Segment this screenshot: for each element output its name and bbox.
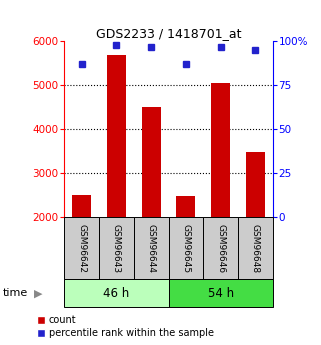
Text: GSM96646: GSM96646: [216, 224, 225, 273]
Text: GSM96648: GSM96648: [251, 224, 260, 273]
Bar: [176, 196, 195, 217]
Legend: count, percentile rank within the sample: count, percentile rank within the sample: [37, 315, 214, 338]
Bar: [142, 107, 161, 217]
Text: GSM96643: GSM96643: [112, 224, 121, 273]
Text: GSM96642: GSM96642: [77, 224, 86, 273]
Text: ▶: ▶: [34, 288, 43, 298]
Text: 46 h: 46 h: [103, 287, 129, 300]
Bar: [64, 279, 169, 307]
Text: time: time: [3, 288, 29, 298]
Bar: [99, 217, 134, 279]
Bar: [238, 217, 273, 279]
Bar: [246, 152, 265, 217]
Bar: [211, 83, 230, 217]
Text: GSM96645: GSM96645: [181, 224, 190, 273]
Bar: [203, 217, 238, 279]
Bar: [134, 217, 169, 279]
Bar: [72, 195, 91, 217]
Title: GDS2233 / 1418701_at: GDS2233 / 1418701_at: [96, 27, 241, 40]
Bar: [169, 217, 203, 279]
Text: 54 h: 54 h: [208, 287, 234, 300]
Bar: [64, 217, 99, 279]
Bar: [169, 279, 273, 307]
Text: GSM96644: GSM96644: [147, 224, 156, 273]
Bar: [107, 55, 126, 217]
